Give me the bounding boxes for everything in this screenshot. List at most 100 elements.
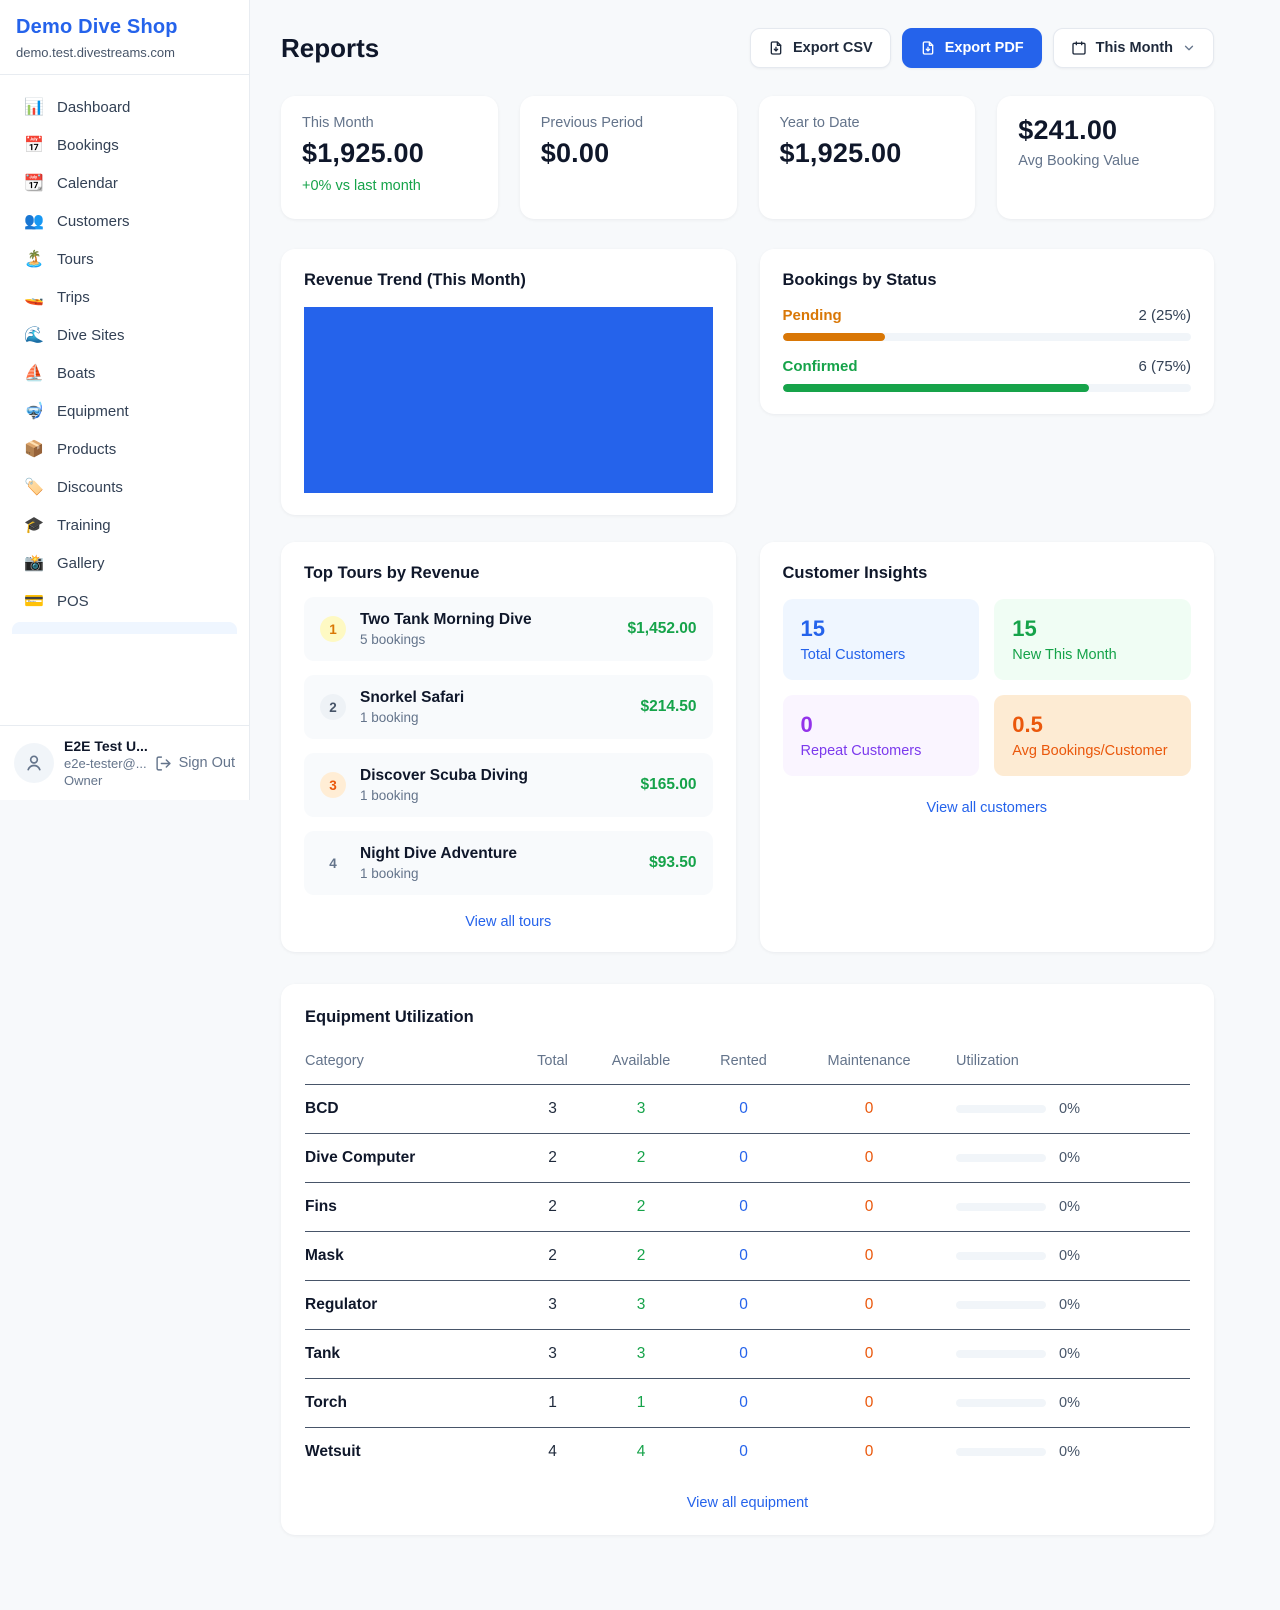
cell-rented: 0 (682, 1231, 805, 1281)
cell-available: 3 (600, 1280, 682, 1330)
stat-value: $1,925.00 (779, 138, 902, 168)
utilization-percent: 0% (1059, 1444, 1080, 1460)
cell-available: 2 (600, 1231, 682, 1281)
stat-value: $0.00 (540, 138, 610, 168)
view-all-tours-link[interactable]: View all tours (465, 914, 552, 930)
tour-name: Discover Scuba Diving (360, 767, 528, 784)
customer-insights-title: Customer Insights (782, 564, 928, 582)
tour-bookings: 5 bookings (360, 632, 426, 647)
cell-category: Torch (305, 1378, 505, 1428)
export-pdf-button[interactable]: Export PDF (901, 28, 1042, 68)
sidebar-item-boats[interactable]: ⛵ Boats (8, 355, 241, 392)
brand-domain: demo.test.divestreams.com (16, 45, 175, 60)
bookings-by-status-card: Bookings by Status Pending 2 (25%) Confi… (759, 249, 1214, 414)
insight-new-this-month: 15 New This Month (994, 599, 1191, 680)
equipment-table: Category Total Available Rented Maintena… (305, 1043, 1190, 1476)
sidebar-item-calendar[interactable]: 📆 Calendar (8, 165, 241, 202)
stat-label: This Month (302, 115, 374, 131)
cell-available: 2 (600, 1133, 682, 1183)
sidebar: Demo Dive Shop demo.test.divestreams.com… (0, 0, 250, 800)
cell-total: 3 (505, 1329, 600, 1379)
cell-category: Dive Computer (305, 1133, 505, 1183)
top-tours-title: Top Tours by Revenue (304, 564, 480, 582)
utilization-percent: 0% (1059, 1199, 1080, 1215)
tour-bookings: 1 booking (360, 710, 419, 725)
tour-amount: $165.00 (640, 776, 697, 793)
insight-total-customers: 15 Total Customers (782, 599, 980, 680)
island-icon: 🏝️ (24, 250, 44, 268)
utilization-percent: 0% (1059, 1297, 1080, 1313)
cell-category: Wetsuit (305, 1443, 361, 1460)
wave-icon: 🌊 (24, 326, 44, 344)
tour-bookings: 1 booking (360, 788, 419, 803)
stat-card-year-to-date: Year to Date $1,925.00 (758, 96, 976, 219)
customer-insights-grid: 15 Total Customers 15 New This Month 0 R… (782, 599, 1191, 776)
cell-total: 4 (548, 1443, 557, 1460)
status-label-confirmed: Confirmed (782, 358, 858, 375)
sidebar-item-pos[interactable]: 💳 POS (8, 583, 241, 620)
cell-total: 2 (505, 1182, 600, 1232)
status-bar-fill-0 (782, 333, 885, 341)
status-bar-track (782, 384, 1191, 392)
sidebar-item-tours[interactable]: 🏝️ Tours (8, 241, 241, 278)
sidebar-item-label: Equipment (57, 403, 129, 420)
log-out-icon (155, 755, 171, 771)
utilization-percent: 0% (1059, 1395, 1080, 1411)
sidebar-item-customers[interactable]: 👥 Customers (8, 203, 241, 240)
sidebar-item-discounts[interactable]: 🏷️ Discounts (8, 469, 241, 506)
sidebar-item-training[interactable]: 🎓 Training (8, 507, 241, 544)
file-download-icon (770, 41, 782, 55)
sidebar-item-equipment[interactable]: 🤿 Equipment (8, 393, 241, 430)
user-email: e2e-tester@... (64, 756, 147, 771)
cell-total: 3 (505, 1280, 600, 1330)
tour-name: Snorkel Safari (360, 689, 465, 706)
revenue-trend-card: Revenue Trend (This Month) (281, 249, 736, 515)
tour-row: 3 Discover Scuba Diving 1 booking $165.0… (304, 753, 713, 817)
period-dropdown[interactable]: This Month (1052, 28, 1214, 68)
sidebar-item-label: Bookings (57, 137, 119, 154)
cell-rented: 0 (682, 1329, 805, 1379)
utilization-bar (956, 1448, 1046, 1456)
sidebar-item-bookings[interactable]: 📅 Bookings (8, 127, 241, 164)
sidebar-item-dashboard[interactable]: 📊 Dashboard (8, 89, 241, 126)
sign-out-label: Sign Out (178, 755, 235, 771)
tour-row: 2 Snorkel Safari 1 booking $214.50 (304, 675, 713, 739)
sidebar-item-gallery[interactable]: 📸 Gallery (8, 545, 241, 582)
table-row: Torch 1 1 0 0 0% (305, 1378, 1190, 1428)
charts-row: Revenue Trend (This Month) Bookings by S… (281, 249, 1214, 515)
cell-total: 1 (505, 1378, 600, 1428)
camera-icon: 📸 (24, 554, 44, 572)
utilization-bar (956, 1301, 1046, 1309)
brand-name: Demo Dive Shop (16, 16, 178, 38)
insight-repeat-customers: 0 Repeat Customers (782, 695, 980, 776)
table-row: Fins 2 2 0 0 0% (305, 1182, 1190, 1232)
rank-badge: 2 (320, 694, 346, 720)
top-tours-card: Top Tours by Revenue 1 Two Tank Morning … (281, 542, 736, 952)
sidebar-item-products[interactable]: 📦 Products (8, 431, 241, 468)
graduation-cap-icon: 🎓 (24, 516, 44, 534)
table-row: Mask 2 2 0 0 0% (305, 1231, 1190, 1281)
sidebar-item-reports-active-partial[interactable] (12, 622, 237, 634)
avatar (14, 743, 54, 783)
view-all-equipment-link[interactable]: View all equipment (686, 1495, 809, 1511)
sidebar-item-label: Boats (57, 365, 96, 382)
table-header-row: Category Total Available Rented Maintena… (305, 1043, 1190, 1085)
stat-card-avg-booking-value: $241.00 Avg Booking Value (997, 96, 1214, 219)
cell-total: 2 (505, 1231, 600, 1281)
user-panel: E2E Test U... e2e-tester@... Owner Sign … (0, 725, 249, 800)
view-all-customers-link[interactable]: View all customers (926, 800, 1048, 816)
table-row: Wetsuit 4 4 0 0 0% (305, 1428, 1190, 1477)
sidebar-item-label: Gallery (57, 555, 105, 572)
utilization-bar (956, 1399, 1046, 1407)
col-total: Total (505, 1043, 600, 1085)
sidebar-item-dive-sites[interactable]: 🌊 Dive Sites (8, 317, 241, 354)
sign-out-button[interactable]: Sign Out (155, 755, 235, 772)
status-label-pending: Pending (782, 307, 842, 324)
export-csv-button[interactable]: Export CSV (749, 28, 891, 68)
tour-name: Two Tank Morning Dive (360, 611, 532, 628)
cell-maintenance: 0 (805, 1280, 933, 1330)
utilization-bar (956, 1350, 1046, 1358)
utilization-bar (956, 1252, 1046, 1260)
stat-delta: +0% vs last month (302, 178, 421, 194)
sidebar-item-trips[interactable]: 🚤 Trips (8, 279, 241, 316)
